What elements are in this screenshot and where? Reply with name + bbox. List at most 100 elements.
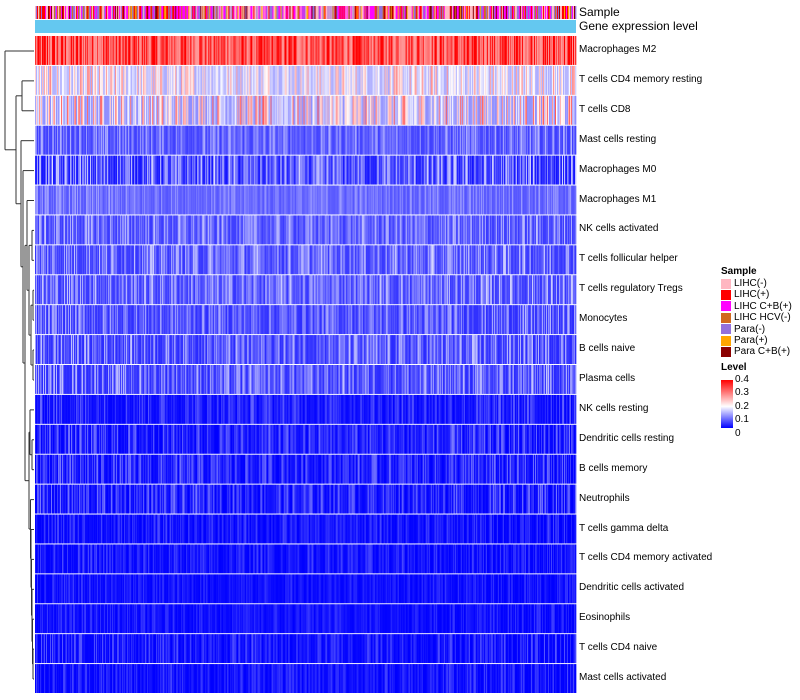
heatmap-cell (515, 36, 518, 65)
heatmap-cell (185, 36, 187, 65)
heatmap-cell (247, 215, 249, 245)
heatmap-cell (446, 245, 449, 275)
heatmap-cell (540, 245, 543, 275)
heatmap-cell (238, 155, 240, 185)
heatmap-cell (225, 155, 227, 185)
heatmap-cell (414, 155, 417, 185)
heatmap-cell (44, 275, 46, 305)
heatmap-cell (99, 245, 101, 275)
heatmap-cell (67, 95, 69, 125)
heatmap-cell (462, 95, 465, 125)
sample-annotation-cell (366, 6, 368, 19)
heatmap-cell (569, 125, 572, 155)
heatmap-cell (482, 95, 485, 125)
heatmap-cell (107, 185, 109, 215)
heatmap-cell (435, 36, 438, 65)
heatmap-cell (382, 65, 384, 95)
heatmap-cell (500, 245, 503, 275)
sample-annotation-cell (431, 6, 434, 19)
heatmap-cell (51, 36, 53, 65)
heatmap-cell (106, 125, 108, 155)
heatmap-cell (484, 65, 487, 95)
sample-annotation-cell (414, 6, 417, 19)
heatmap-cell (374, 65, 376, 95)
heatmap-cell (563, 215, 566, 245)
heatmap-cell (320, 65, 322, 95)
heatmap-cell (369, 125, 371, 155)
heatmap-cell (214, 36, 216, 65)
heatmap-cell (458, 125, 461, 155)
heatmap-cell (332, 215, 334, 245)
heatmap-cell (127, 36, 129, 65)
heatmap-cell (148, 185, 150, 215)
heatmap-cell (459, 95, 462, 125)
heatmap-cell (189, 245, 191, 275)
sample-annotation-cell (377, 6, 379, 19)
heatmap-cell (274, 36, 276, 65)
heatmap-cell (403, 65, 406, 95)
heatmap-cell (399, 185, 402, 215)
heatmap-cell (140, 155, 142, 185)
heatmap-cell (208, 95, 210, 125)
heatmap-cell (427, 215, 430, 245)
sample-annotation-cell (47, 6, 49, 19)
heatmap-cell (248, 215, 250, 245)
heatmap-cell (470, 245, 473, 275)
heatmap-cell (410, 95, 413, 125)
heatmap-cell (171, 245, 173, 275)
sample-annotation-cell (523, 6, 526, 19)
sample-annotation-cell (423, 6, 426, 19)
heatmap-cell (538, 125, 541, 155)
heatmap-cell (334, 36, 336, 65)
heatmap-cell (114, 65, 116, 95)
heatmap-cell (154, 185, 156, 215)
heatmap-cell (454, 65, 457, 95)
heatmap-cell (194, 215, 196, 245)
sample-annotation-cell (133, 6, 135, 19)
heatmap-cell (179, 215, 181, 245)
heatmap-cell (421, 36, 424, 65)
sample-annotation-cell (220, 6, 222, 19)
heatmap-cell (502, 215, 505, 245)
heatmap-cell (372, 36, 374, 65)
heatmap-cell (198, 245, 200, 275)
heatmap-cell (421, 125, 424, 155)
heatmap-cell (561, 215, 564, 245)
heatmap-cell (494, 185, 497, 215)
heatmap-cell (442, 245, 445, 275)
heatmap-cell (76, 275, 78, 305)
heatmap-cell (485, 95, 488, 125)
heatmap-cell (402, 155, 405, 185)
sample-annotation-cell (235, 6, 237, 19)
sample-annotation-cell (246, 6, 248, 19)
heatmap-cell (135, 245, 137, 275)
heatmap-cell (133, 36, 135, 65)
heatmap-cell (109, 95, 111, 125)
heatmap-cell (240, 125, 242, 155)
heatmap-cell (273, 95, 275, 125)
heatmap-cell (225, 185, 227, 215)
heatmap-cell (563, 65, 566, 95)
heatmap-cell (40, 65, 42, 95)
heatmap-cell (67, 125, 69, 155)
heatmap-cell (38, 215, 40, 245)
sample-annotation-cell (556, 6, 559, 19)
heatmap-cell (260, 36, 262, 65)
heatmap-cell (139, 125, 141, 155)
heatmap-cell (35, 275, 37, 305)
heatmap-cell (535, 95, 538, 125)
heatmap-cell (155, 65, 157, 95)
sample-annotation-cell (115, 6, 117, 19)
heatmap-cell (80, 36, 82, 65)
heatmap-cell (423, 215, 426, 245)
heatmap-cell (197, 215, 199, 245)
heatmap-cell (570, 36, 573, 65)
heatmap-cell (495, 36, 498, 65)
heatmap-cell (501, 65, 504, 95)
heatmap-cell (176, 215, 178, 245)
heatmap-cell (362, 155, 364, 185)
heatmap-cell (402, 245, 405, 275)
heatmap-cell (337, 245, 339, 275)
heatmap-cell (380, 215, 382, 245)
heatmap-cell (134, 95, 136, 125)
